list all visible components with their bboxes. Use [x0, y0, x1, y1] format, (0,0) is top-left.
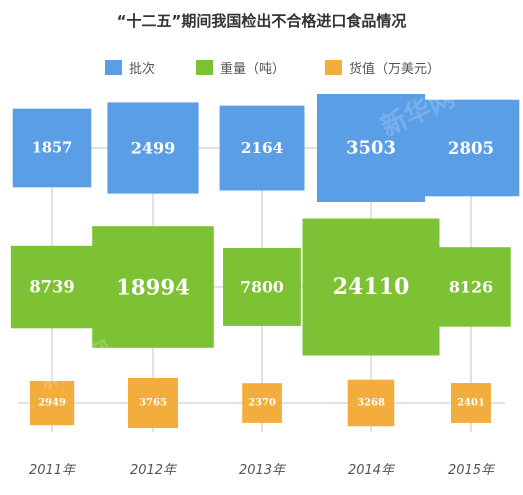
legend-item-weight: 重量（吨） — [196, 58, 286, 77]
data-label: 8126 — [449, 278, 493, 297]
data-square — [223, 248, 301, 326]
x-tick-label: 2015年 — [448, 463, 496, 478]
legend-swatch-batches — [105, 59, 122, 75]
data-label: 2949 — [38, 398, 66, 409]
data-label: 1857 — [32, 140, 73, 157]
data-square — [10, 245, 94, 329]
data-square — [128, 378, 178, 428]
x-tick-label: 2011年 — [29, 463, 77, 478]
data-square — [12, 108, 92, 188]
data-label: 2370 — [248, 398, 276, 409]
data-square — [347, 379, 395, 427]
data-label: 8739 — [29, 278, 74, 297]
data-square — [451, 383, 491, 423]
chart-title: “十二五”期间我国检出不合格进口食品情况 — [116, 12, 407, 30]
data-label: 2805 — [448, 138, 494, 158]
data-label: 3765 — [139, 398, 167, 409]
data-square — [422, 99, 520, 197]
legend-swatch-weight — [196, 59, 213, 75]
legend-label-batches: 批次 — [129, 61, 156, 77]
data-label: 2499 — [131, 139, 176, 158]
data-label: 7800 — [240, 278, 284, 297]
legend-swatch-value — [325, 59, 342, 75]
data-square — [302, 218, 440, 356]
legend-label-weight: 重量（吨） — [220, 61, 286, 77]
data-label: 24110 — [333, 274, 410, 300]
data-label: 2401 — [457, 398, 485, 409]
data-square — [29, 380, 75, 426]
legend-item-batches: 批次 — [105, 58, 156, 77]
data-square — [242, 383, 282, 423]
x-tick-label: 2013年 — [239, 463, 287, 478]
legend-label-value: 货值（万美元） — [349, 61, 441, 77]
x-tick-label: 2014年 — [348, 463, 396, 478]
x-tick-label: 2012年 — [130, 463, 178, 478]
data-label: 18994 — [116, 275, 190, 300]
data-square — [219, 105, 305, 191]
data-label: 3503 — [346, 138, 396, 159]
data-label: 2164 — [241, 139, 284, 157]
data-square — [317, 94, 425, 202]
data-square — [92, 226, 214, 348]
data-square — [107, 102, 199, 194]
data-square — [431, 247, 511, 327]
legend-item-value: 货值（万美元） — [325, 58, 441, 77]
data-label: 3268 — [357, 398, 385, 409]
